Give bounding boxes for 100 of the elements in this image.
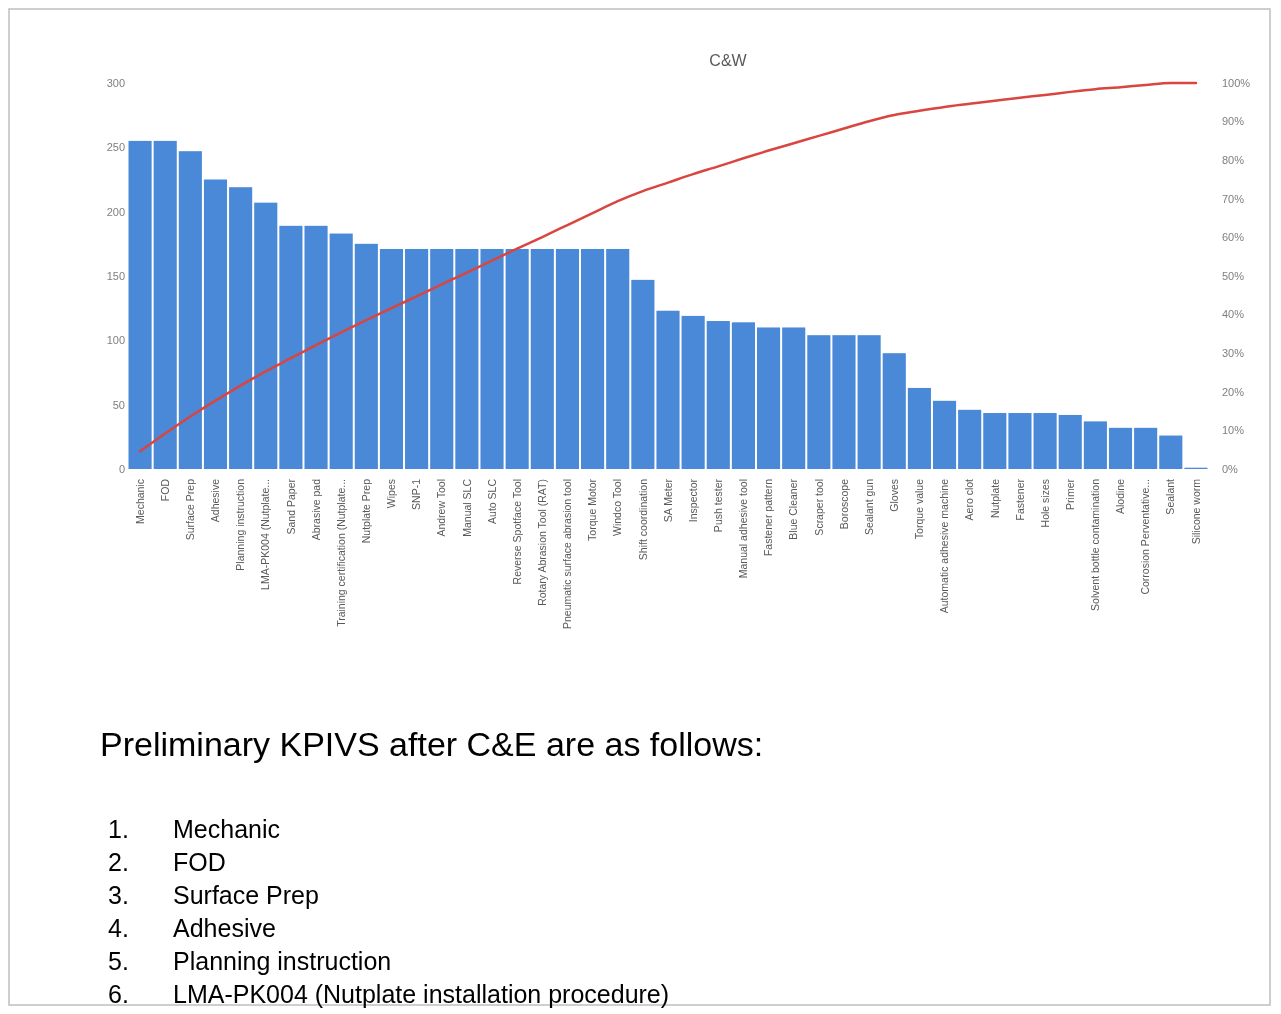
bar — [530, 248, 554, 469]
bar — [756, 327, 781, 469]
chart-title: C&W — [709, 52, 748, 69]
bar — [354, 243, 378, 469]
bar — [983, 413, 1007, 469]
x-tick-label: Manual SLC — [460, 478, 473, 537]
bar — [455, 248, 479, 469]
x-tick-label: Nutplate Prep — [360, 478, 372, 544]
bar — [229, 187, 253, 469]
text: 6. LMA-PK004 (Nutplate installation procedure) — [108, 980, 670, 1008]
x-tick-label: Manual adhesive tool — [737, 479, 750, 579]
y-tick-label: 0 — [118, 462, 125, 475]
x-tick-label: Torque Motor — [586, 478, 599, 541]
bar — [731, 322, 755, 469]
x-tick-label: Automatic adhesive machine — [938, 478, 951, 614]
x-tick-label: Pneumatic surface abrasion tool — [561, 479, 574, 629]
x-tick-label: Abrasive pad — [309, 478, 322, 541]
x-tick-label: Corrosion Perventative... — [1139, 479, 1152, 595]
x-tick-label: Sealant — [1164, 478, 1177, 515]
bar — [329, 233, 353, 469]
x-tick-label: Sand Paper — [284, 478, 297, 535]
y-tick-label: 50 — [112, 398, 125, 411]
x-tick-label: Planning instruction — [234, 478, 247, 571]
x-tick-label: Inspector — [686, 478, 699, 523]
x-tick-label: Windco Tool — [611, 479, 624, 537]
x-tick-label: Boroscope — [837, 478, 850, 530]
bar — [932, 400, 957, 469]
x-tick-label: Primer — [1063, 478, 1076, 510]
y2-tick-label: 60% — [1222, 231, 1245, 244]
bar — [832, 335, 856, 469]
bar — [706, 321, 730, 469]
bar — [782, 327, 806, 469]
y2-tick-label: 100% — [1222, 76, 1251, 89]
x-tick-label: Gloves — [887, 479, 900, 512]
text: 3. Surface Prep — [108, 881, 319, 909]
y2-tick-label: 50% — [1222, 269, 1245, 282]
y2-tick-label: 20% — [1222, 385, 1245, 398]
x-tick-label: Nutplate — [988, 478, 1001, 519]
x-tick-label: Solvent bottle contamination — [1089, 478, 1102, 611]
x-tick-label: FOD — [158, 478, 171, 502]
bar — [480, 248, 504, 469]
y2-tick-label: 10% — [1222, 424, 1245, 437]
x-tick-label: Auto SLC — [485, 478, 498, 524]
x-tick-label: Alodine — [1114, 478, 1127, 515]
y2-tick-label: 40% — [1222, 308, 1245, 321]
x-tick-label: Fastener — [1013, 478, 1026, 521]
bar — [1134, 427, 1158, 469]
x-tick-label: Blue Cleaner — [787, 478, 800, 540]
bar — [153, 140, 177, 469]
x-tick-label: Push tester — [711, 478, 724, 533]
bar — [1033, 413, 1057, 469]
bar — [279, 225, 303, 469]
bar — [203, 179, 228, 469]
y-tick-label: 200 — [106, 205, 125, 218]
bar — [907, 387, 931, 469]
bar — [1008, 413, 1032, 469]
bar — [1108, 427, 1133, 469]
bar — [631, 279, 655, 469]
bar — [430, 248, 454, 469]
y-tick-label: 100 — [106, 334, 125, 347]
bar — [857, 335, 881, 469]
x-tick-label: Reverse Spotface Tool — [510, 479, 523, 585]
x-tick-label: Torque value — [913, 478, 926, 540]
x-tick-label: LMA-PK004 (Nutplate... — [259, 479, 272, 590]
bar — [505, 248, 529, 469]
x-tick-label: Aero clot — [963, 478, 976, 521]
y-tick-label: 300 — [106, 76, 125, 89]
y2-tick-label: 90% — [1222, 115, 1245, 128]
bar — [958, 409, 982, 469]
bar — [1159, 435, 1183, 469]
x-tick-label: Wipes — [385, 479, 398, 509]
bar — [178, 151, 202, 469]
bar — [1058, 414, 1082, 469]
bar — [882, 353, 906, 469]
bar — [681, 315, 705, 469]
bar — [254, 202, 278, 469]
text: Preliminary KPIVS after C&E are as follows: — [100, 725, 764, 763]
text: 2. FOD — [108, 848, 226, 876]
bar — [606, 248, 630, 469]
x-tick-label: Mechanic — [133, 479, 146, 524]
x-tick-label: Scraper tool — [812, 479, 825, 536]
x-tick-label: SA Meter — [661, 478, 674, 523]
x-tick-label: Silicone worm — [1189, 478, 1202, 545]
text: 4. Adhesive — [108, 914, 276, 942]
y2-tick-label: 70% — [1222, 192, 1245, 205]
x-tick-label: Andrew Tool — [435, 479, 448, 537]
y2-tick-label: 30% — [1222, 347, 1245, 360]
bar — [581, 248, 605, 469]
text: 1. Mechanic — [108, 815, 280, 843]
bar — [128, 140, 152, 469]
y-tick-label: 150 — [106, 269, 125, 282]
x-tick-label: Fastener pattern — [762, 478, 775, 557]
x-tick-label: Rotary Abrasion Tool (RAT) — [535, 479, 548, 606]
x-tick-label: Sealant gun — [862, 478, 875, 536]
bar — [304, 225, 328, 469]
text: 5. Planning instruction — [108, 947, 392, 975]
x-tick-label: Shift coordination — [636, 478, 649, 561]
bar — [555, 248, 580, 469]
bar — [807, 335, 831, 469]
x-tick-label: Adhesive — [209, 478, 222, 523]
